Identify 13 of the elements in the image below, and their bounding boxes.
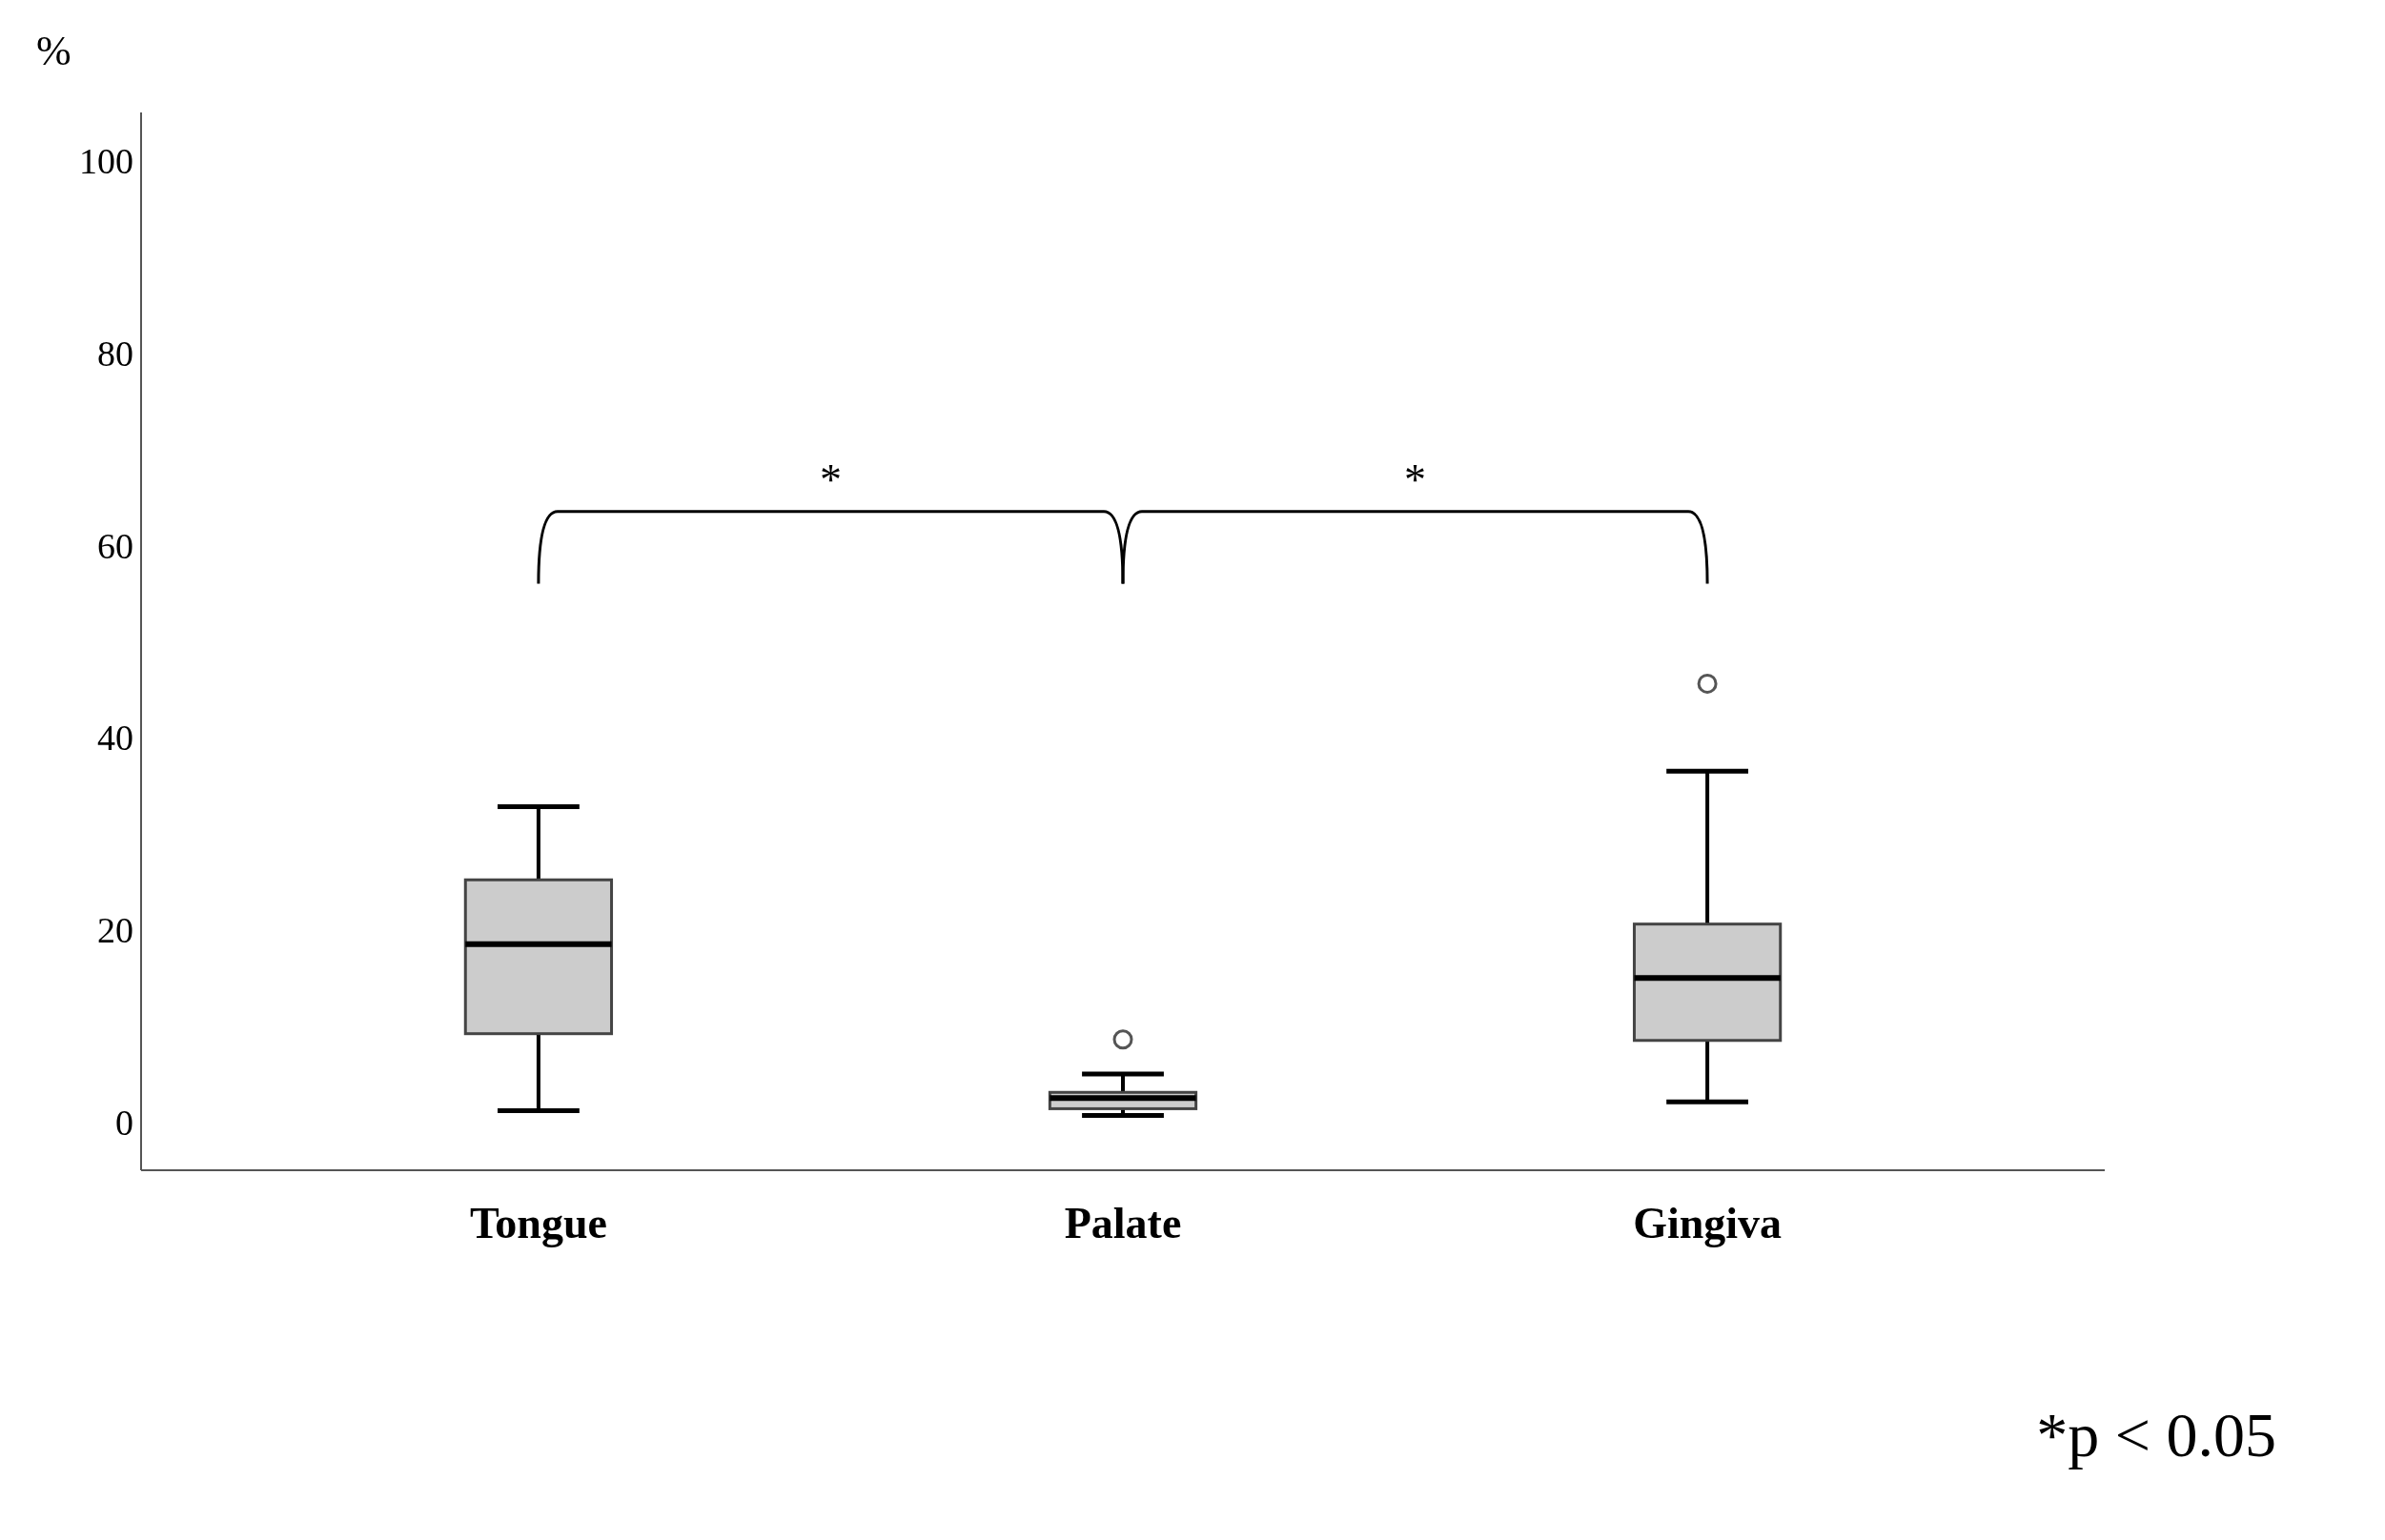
y-axis-title: % xyxy=(36,27,71,75)
y-tick-label: 60 xyxy=(97,525,133,566)
x-tick-label: Tongue xyxy=(469,1198,607,1247)
y-tick-label: 20 xyxy=(97,910,133,951)
y-tick-label: 100 xyxy=(79,140,133,181)
y-tick-label: 80 xyxy=(97,333,133,374)
annotation: * xyxy=(1404,455,1427,504)
text: *p < 0.05 xyxy=(2036,1400,2276,1469)
annotation: * xyxy=(819,455,842,504)
y-tick-label: 0 xyxy=(115,1103,133,1144)
x-tick-label: Gingiva xyxy=(1633,1198,1783,1247)
x-tick-label: Palate xyxy=(1064,1198,1182,1247)
y-tick-label: 40 xyxy=(97,718,133,759)
